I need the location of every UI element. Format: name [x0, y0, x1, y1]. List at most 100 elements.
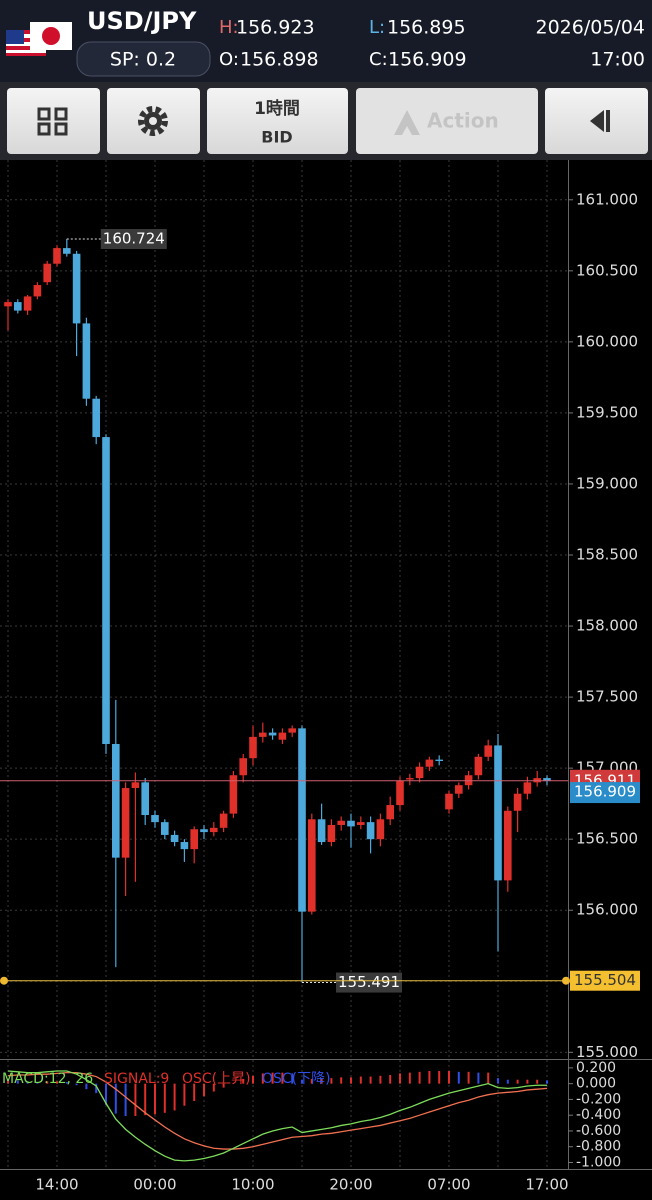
candle-body — [278, 732, 287, 740]
action: Action — [427, 109, 499, 133]
candle-body — [112, 743, 120, 858]
osc-bar — [418, 1071, 421, 1084]
y-tick-label: 0.200 — [576, 1060, 616, 1076]
candle-body — [376, 819, 385, 840]
osc-bar — [65, 1082, 68, 1084]
candle-body — [464, 775, 473, 786]
candle-body — [141, 782, 149, 816]
candle-body — [308, 819, 316, 912]
collapse-button[interactable] — [545, 88, 648, 154]
osc-bar — [85, 1083, 88, 1090]
x-tick-label: 14:00 — [35, 1176, 78, 1194]
candle-body — [474, 756, 483, 776]
candle-body — [170, 834, 179, 843]
osc-bar — [379, 1075, 382, 1084]
low-marker-box — [336, 972, 402, 993]
candle-body — [327, 824, 336, 843]
osc-bar — [487, 1072, 490, 1084]
high-marker-box — [100, 229, 167, 250]
y-tick-label: 155.000 — [576, 1043, 638, 1061]
osc-bar — [330, 1078, 333, 1084]
osc-bar — [350, 1077, 352, 1084]
osc-bar — [7, 1078, 9, 1084]
osc-bar — [183, 1083, 186, 1106]
osc-bar — [428, 1071, 431, 1084]
osc-bar — [16, 1080, 19, 1084]
osc-bar — [497, 1078, 499, 1084]
y-tick-label: 161.000 — [576, 190, 638, 208]
osc-bar — [212, 1083, 215, 1092]
candle-body — [317, 819, 326, 843]
osc-bar — [457, 1071, 460, 1084]
candle-body — [249, 736, 257, 759]
candle-body — [415, 766, 424, 779]
osc-bar — [193, 1083, 196, 1101]
osc-up-legend: OSC(上昇) — [182, 1071, 251, 1087]
candle-body — [63, 248, 71, 254]
candle-body — [357, 822, 365, 825]
signal-legend: SIGNAL:9 — [104, 1071, 169, 1087]
osc-bar — [26, 1081, 29, 1084]
open-value: 156.898 — [240, 49, 319, 71]
y-tick-label: 158.000 — [576, 617, 638, 635]
y-tick-label: 0.000 — [576, 1076, 616, 1092]
candle-body — [131, 782, 140, 789]
x-tick-label: 00:00 — [133, 1176, 176, 1194]
osc-bar — [320, 1078, 323, 1084]
candle-body — [14, 302, 22, 311]
candle-body — [210, 827, 218, 833]
alert-label: 155.504 — [574, 971, 636, 989]
candle-body — [425, 759, 434, 767]
osc-down-legend: OSC(下降) — [262, 1071, 331, 1087]
candle-body — [347, 820, 355, 827]
low-label: L: — [369, 17, 385, 38]
candle-body — [229, 775, 238, 814]
macd-line — [7, 1070, 547, 1162]
osc-bar — [546, 1080, 548, 1084]
candle-body — [504, 810, 512, 881]
date: 2026/05/04 — [535, 17, 645, 39]
candle-body — [366, 822, 375, 840]
y-tick-label: 156.500 — [576, 830, 638, 848]
x-tick-label: 17:00 — [525, 1176, 568, 1194]
action-button[interactable]: Action — [356, 88, 538, 154]
symbol: USD/JPY — [87, 7, 197, 35]
y-tick-label: -1.000 — [576, 1154, 621, 1170]
osc-bar — [232, 1082, 235, 1084]
candle-body — [151, 815, 159, 823]
candle-body — [337, 820, 345, 825]
candle-body — [533, 778, 541, 783]
candle-body — [121, 788, 130, 858]
high-marker-label: 160.724 — [103, 230, 165, 248]
settings-button[interactable] — [107, 88, 200, 154]
candle-body — [445, 793, 453, 810]
osc-bar — [399, 1073, 401, 1084]
layout-button[interactable] — [7, 88, 100, 154]
osc-bar — [105, 1083, 107, 1105]
osc-bar — [203, 1083, 205, 1097]
y-tick-label: -0.200 — [576, 1091, 621, 1107]
osc-bar — [369, 1076, 372, 1084]
candle-body — [268, 732, 277, 736]
close-label: C: — [369, 49, 388, 70]
osc-bar — [467, 1071, 470, 1084]
y-tick-label: 157.500 — [576, 688, 638, 706]
osc-bar — [144, 1083, 147, 1116]
alert-dot — [562, 976, 570, 985]
candle-body — [406, 778, 414, 780]
timeframe-button[interactable]: 1時間 BID — [207, 88, 348, 154]
osc-bar — [291, 1073, 294, 1084]
osc-bar — [124, 1083, 127, 1116]
osc-bar — [310, 1078, 313, 1084]
candle-body — [4, 302, 12, 307]
y-tick-label: 156.000 — [576, 901, 638, 919]
candle-body — [298, 728, 306, 912]
candle-body — [494, 745, 502, 881]
candle-body — [259, 732, 267, 737]
high-label: H: — [219, 17, 239, 38]
low-value: 156.895 — [387, 17, 466, 39]
price-type: BID — [261, 128, 292, 147]
y-tick-label: 159.500 — [576, 403, 638, 421]
x-tick-label: 07:00 — [427, 1176, 470, 1194]
